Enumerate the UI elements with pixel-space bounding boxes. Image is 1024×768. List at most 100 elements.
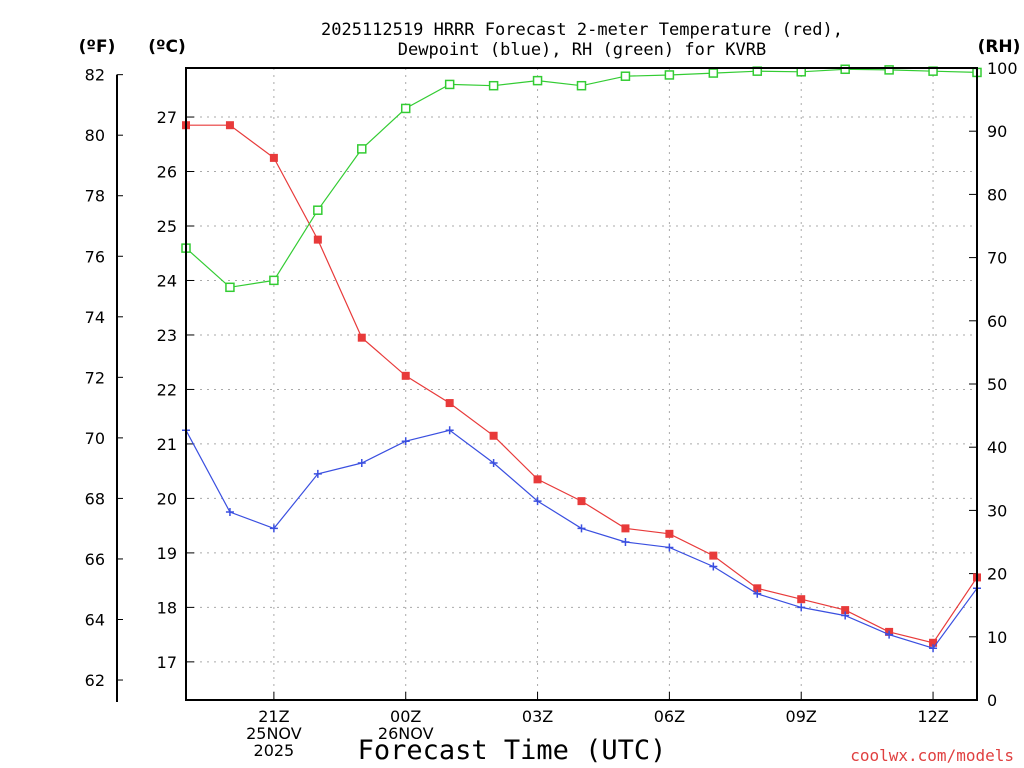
rh-tick-label: 30 [987,501,1007,520]
rh-point [444,79,455,90]
credit-text: coolwx.com/models [850,746,1014,765]
dewpoint-point [313,469,322,478]
dewpoint-point [621,538,630,546]
dewpoint-point [401,437,410,446]
rh-tick-label: 90 [987,122,1007,141]
dewpoint-point [445,426,454,435]
series-layer [181,64,982,653]
temperature-point [753,584,762,593]
temperature-point [533,475,542,484]
rh-point [664,70,675,80]
rh-tick-label: 20 [987,565,1007,584]
dewpoint-point [269,524,278,533]
temperature-point [357,333,366,342]
axis-layer: 17 18 19 20 21 22 23 24 25 26 27 62 64 66 68 70 72 74 76 78… [85,59,1018,760]
rh-point [225,282,235,293]
dewpoint-series-line [185,429,978,649]
temperature-point [577,497,586,506]
rh-point [488,80,499,91]
dewpoint-point [357,459,366,467]
rh-series-line [185,68,978,288]
temperature-point [621,524,630,533]
temperature-point [709,551,718,560]
chart-title-line1: 2025112519 HRRR Forecast 2-meter Tempera… [321,20,843,40]
dewpoint-point [797,603,806,612]
rh-point [708,68,719,78]
dewpoint-point [225,508,234,517]
temperature-point [665,529,674,538]
rh-tick-label: 50 [987,375,1007,394]
temperature-point [225,121,234,130]
fahrenheit-tick-label: 68 [85,489,105,508]
rh-tick-label: 40 [987,438,1007,457]
grid-layer [186,68,977,700]
fahrenheit-tick-label: 72 [85,368,105,387]
rh-tick-label: 100 [987,59,1018,78]
dewpoint-point [709,562,718,571]
fahrenheit-tick-label: 80 [85,126,105,145]
dewpoint-point [577,524,586,533]
x-tick-label: 2025 [254,741,295,760]
rh-point [400,103,411,114]
temperature-point [797,595,806,604]
rh-tick-label: 10 [987,628,1007,647]
rh-point [269,275,279,286]
x-axis-label: Forecast Time (UTC) [358,735,667,766]
fahrenheit-tick-label: 82 [85,66,105,85]
celsius-tick-label: 22 [157,380,177,399]
x-tick-label: 09Z [786,707,817,726]
rh-tick-label: 60 [987,312,1007,331]
temperature-point [313,235,322,244]
rh-point [313,205,323,215]
x-tick-label: 26NOV [378,724,434,743]
celsius-tick-label: 25 [157,217,177,236]
celsius-tick-label: 23 [157,326,177,345]
celsius-unit-label: (ºC) [148,37,186,57]
rh-point [620,71,631,81]
temperature-series-line [186,124,978,644]
x-tick-label: 03Z [522,707,553,726]
rh-point [840,64,850,75]
fahrenheit-tick-label: 70 [85,429,105,448]
dewpoint-point [929,644,938,653]
plot-frame [185,67,978,701]
fahrenheit-tick-label: 66 [85,550,105,569]
celsius-tick-label: 19 [157,544,177,563]
dewpoint-point [489,459,498,467]
rh-point [357,144,367,154]
x-tick-label: 25NOV [246,724,302,743]
temperature-point [841,606,850,615]
celsius-tick-label: 20 [157,489,177,508]
dewpoint-point [533,497,542,506]
rh-point [884,65,894,75]
rh-point [532,75,543,86]
fahrenheit-unit-label: (ºF) [79,37,116,57]
celsius-tick-label: 21 [157,435,177,454]
rh-tick-label: 70 [987,249,1007,268]
fahrenheit-tick-label: 74 [85,308,105,327]
temperature-point [269,153,278,162]
temperature-point [445,399,454,408]
x-tick-label: 00Z [390,707,421,726]
dewpoint-point [753,589,762,598]
rh-unit-label: (RH) [978,37,1021,57]
celsius-tick-label: 24 [157,271,177,290]
fahrenheit-tick-label: 64 [85,610,105,629]
x-tick-label: 12Z [917,707,948,726]
temperature-point [929,638,938,647]
fahrenheit-tick-label: 62 [85,671,105,690]
fahrenheit-tick-label: 76 [85,247,105,266]
rh-tick-label: 80 [987,185,1007,204]
dewpoint-point [885,630,894,639]
chart-title-line2: Dewpoint (blue), RH (green) for KVRB [398,40,766,60]
dewpoint-point [841,611,850,620]
celsius-tick-label: 27 [157,108,177,127]
rh-tick-label: 0 [987,691,997,710]
celsius-tick-label: 26 [157,163,177,182]
dewpoint-point [665,543,674,552]
temperature-point [401,371,410,380]
x-tick-label: 06Z [654,707,685,726]
celsius-tick-label: 17 [157,653,177,672]
temperature-point [489,431,498,440]
